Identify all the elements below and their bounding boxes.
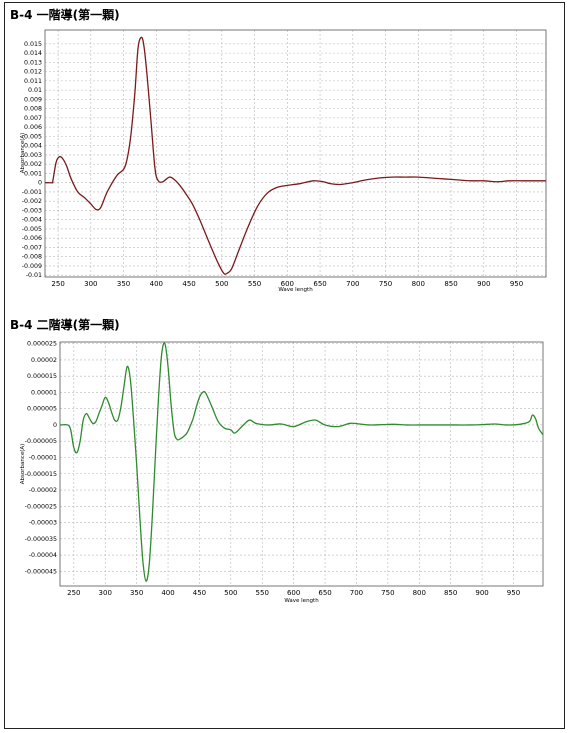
y-tick-label: -0.003 — [22, 207, 42, 214]
y-tick-label: -0.000035 — [25, 536, 57, 543]
series-line — [44, 36, 546, 275]
page-border — [4, 2, 565, 729]
x-tick-label: 400 — [161, 589, 174, 597]
y-tick-label: 0.012 — [24, 69, 42, 76]
x-tick-label: 500 — [215, 280, 228, 288]
y-tick-label: -0.00004 — [29, 552, 57, 559]
x-tick-label: 550 — [256, 589, 269, 597]
chart-title-first-derivative: B-4 一階導(第一顆) — [10, 8, 120, 22]
y-tick-label: 0.015 — [24, 41, 42, 48]
y-tick-label: 0.007 — [24, 115, 42, 122]
x-tick-label: 900 — [477, 280, 490, 288]
x-axis-label: Wave length — [278, 287, 313, 293]
x-tick-label: 800 — [413, 589, 426, 597]
y-tick-label: 0.002 — [24, 161, 42, 168]
x-tick-label: 350 — [130, 589, 143, 597]
y-tick-label: -0.00002 — [29, 487, 57, 494]
plot-border — [44, 29, 547, 278]
y-tick-label: -0.006 — [22, 235, 42, 242]
x-tick-label: 900 — [475, 589, 488, 597]
y-tick-label: -0.000025 — [25, 503, 57, 510]
y-tick-label: 0.000015 — [27, 373, 57, 380]
y-tick-label: -0.00001 — [29, 454, 57, 461]
x-tick-label: 400 — [150, 280, 163, 288]
x-tick-label: 650 — [318, 589, 331, 597]
grid-lines — [60, 342, 543, 586]
y-tick-label: -0.000015 — [25, 471, 57, 478]
y-tick-label: 0.005 — [24, 133, 42, 140]
grid-lines — [45, 30, 546, 277]
x-tick-label: 850 — [444, 589, 457, 597]
y-tick-label: 0.00002 — [31, 357, 57, 364]
x-tick-label: 250 — [51, 280, 64, 288]
y-tick-label: -0.000045 — [25, 568, 57, 575]
x-tick-label: 550 — [248, 280, 261, 288]
y-tick-label: 0 — [38, 180, 42, 187]
x-tick-label: 750 — [381, 589, 394, 597]
y-tick-label: 0.014 — [24, 50, 42, 57]
y-tick-label: 0.00001 — [31, 389, 57, 396]
x-tick-label: 800 — [412, 280, 425, 288]
y-tick-label: 0.003 — [24, 152, 42, 159]
chart-2: 0.000025 0.00002 0.000015 0.00001 0.000005 0 -… — [20, 341, 544, 604]
x-tick-label: 750 — [379, 280, 392, 288]
x-tick-label: 600 — [281, 280, 294, 288]
chart-title-second-derivative: B-4 二階導(第一顆) — [10, 318, 120, 332]
y-tick-label: 0.000025 — [27, 341, 57, 348]
x-tick-label: 450 — [182, 280, 195, 288]
y-tick-label: -0.00003 — [29, 520, 57, 527]
y-tick-label: -0.001 — [22, 189, 42, 196]
y-tick-label: 0 — [53, 422, 57, 429]
x-tick-label: 500 — [224, 589, 237, 597]
x-tick-label: 950 — [507, 589, 520, 597]
plot-border — [59, 341, 544, 587]
y-tick-label: 0.004 — [24, 143, 42, 150]
y-tick-label: 0.006 — [24, 124, 42, 131]
y-tick-label: 0.01 — [28, 87, 42, 94]
y-tick-label: 0.001 — [24, 170, 42, 177]
x-tick-label: 450 — [193, 589, 206, 597]
x-tick-label: 300 — [84, 280, 97, 288]
x-axis-label: Wave length — [284, 598, 319, 604]
x-tick-label: 350 — [117, 280, 130, 288]
x-tick-label: 700 — [350, 589, 363, 597]
y-axis-label: Absorbance(A) — [20, 133, 26, 174]
x-tick-label: 650 — [313, 280, 326, 288]
x-tick-label: 850 — [444, 280, 457, 288]
x-tick-label: 300 — [99, 589, 112, 597]
y-tick-label: 0.013 — [24, 59, 42, 66]
y-tick-label: -0.01 — [26, 272, 42, 279]
plot-area — [60, 342, 543, 586]
y-tick-label: -0.005 — [22, 226, 42, 233]
series-line — [59, 342, 544, 582]
y-tick-label: -0.009 — [22, 263, 42, 270]
y-tick-label: -0.004 — [22, 217, 42, 224]
x-tick-label: 600 — [287, 589, 300, 597]
y-tick-label: 0.008 — [24, 106, 42, 113]
y-tick-label: -0.002 — [22, 198, 42, 205]
y-tick-label: -0.000005 — [25, 438, 57, 445]
x-tick-label: 950 — [510, 280, 523, 288]
y-tick-label: -0.008 — [22, 254, 42, 261]
y-axis-label: Absorbance(A) — [20, 444, 26, 485]
y-tick-label: 0.009 — [24, 96, 42, 103]
x-tick-label: 700 — [346, 280, 359, 288]
chart-1: 0.015 0.014 0.013 0.012 0.011 0.01 0.009 0.008 0… — [20, 29, 547, 293]
plot-area — [45, 30, 546, 277]
y-tick-label: 0.011 — [24, 78, 42, 85]
y-tick-label: 0.000005 — [27, 406, 57, 413]
x-tick-label: 250 — [67, 589, 80, 597]
y-tick-label: -0.007 — [22, 244, 42, 251]
